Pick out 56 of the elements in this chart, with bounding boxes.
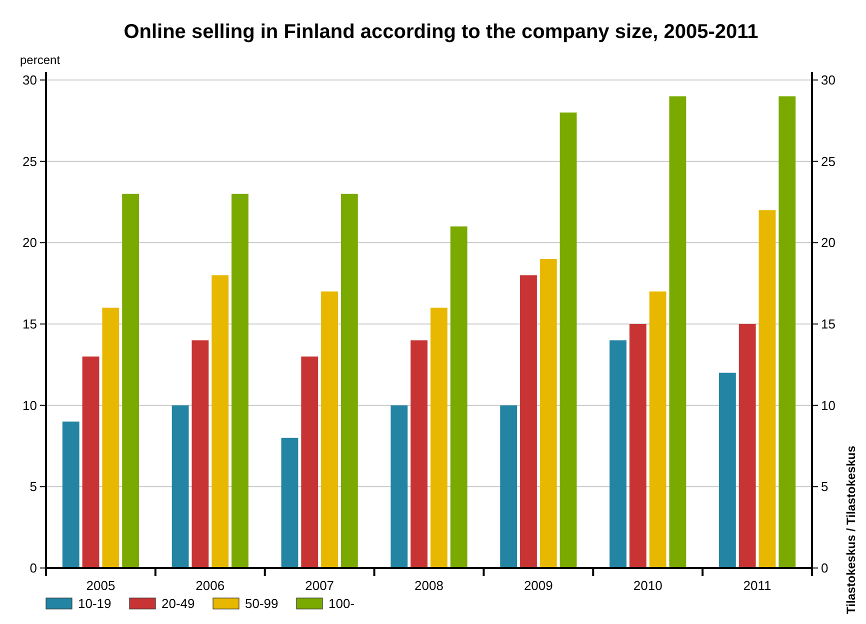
bar [390,405,408,568]
bar [340,194,358,568]
y2-tick-label: 5 [821,479,828,494]
y2-tick-label: 15 [821,316,836,332]
bar [232,194,248,568]
bar [758,210,776,568]
y-tick-label: 20 [22,235,37,250]
y-tick-label: 0 [30,560,37,576]
bar [610,340,626,568]
bar [321,291,338,568]
y-tick-label: 5 [30,479,37,494]
text: Tilastokeskus / Tilastokeskus [844,445,858,614]
y-tick-label: 25 [22,154,37,169]
bar [450,226,468,568]
bar [82,356,100,568]
bar [520,275,537,568]
y2-tick-label: 10 [821,398,836,413]
bar [560,112,577,568]
legend-label: 50-99 [245,596,278,611]
y-tick-label: 10 [22,398,37,413]
bar [410,340,428,568]
bar [738,324,756,568]
bar [629,324,646,568]
y-tick-label: 15 [22,316,37,332]
y2-tick-label: 30 [821,72,836,88]
bar [649,291,666,568]
legend-label: 100- [328,596,355,611]
x-tick-label: 2006 [196,578,225,593]
y2-tick-label: 0 [821,560,828,576]
legend-label: 20-49 [162,596,195,611]
x-tick-label: 2007 [305,578,334,593]
bar [540,258,557,568]
x-tick-label: 2005 [86,578,116,593]
x-tick-label: 2011 [743,578,772,593]
bar [669,96,686,568]
legend-label: 10-19 [78,596,112,611]
x-tick-label: 2009 [524,578,553,593]
bar [718,372,736,568]
y2-tick-label: 25 [821,154,836,169]
bar [102,308,120,568]
bar [122,194,140,568]
bar [500,405,518,568]
x-tick-label: 2010 [633,578,662,593]
chart-title: Online selling in Finland according to the company size, 2005-2011 [124,21,758,43]
x-tick-label: 2008 [414,578,444,593]
y2-tick-label: 20 [821,235,836,250]
bar [778,96,796,568]
bar [212,275,229,568]
y-tick-label: 30 [22,72,37,88]
bar [430,308,448,568]
bar [301,356,318,568]
bar [172,405,189,568]
bar [62,422,80,568]
bar [281,438,298,568]
y-axis-title: percent [20,53,61,67]
bar [192,340,209,568]
